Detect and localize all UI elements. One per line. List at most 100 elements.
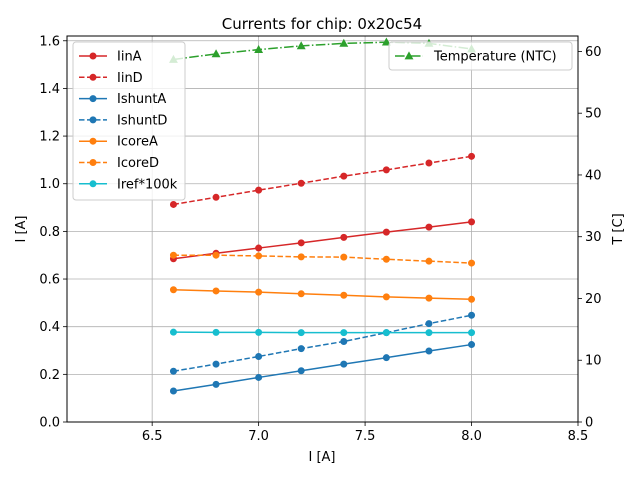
legend-item: IinD (79, 71, 143, 86)
data-point (169, 286, 177, 294)
legend-left-box (72, 41, 186, 201)
data-point (297, 367, 305, 375)
data-point (468, 295, 476, 303)
y-tick-label: 0.2 (39, 368, 60, 383)
series-line (173, 155, 472, 206)
x-tick-label: 7.5 (355, 429, 376, 444)
data-point (339, 38, 349, 47)
series-line (173, 254, 472, 264)
x-tick-label: 7.0 (248, 429, 269, 444)
data-point (425, 320, 433, 328)
y-tick-label: 0.4 (39, 320, 60, 335)
data-point (212, 287, 220, 295)
legend-label: IcoreA (117, 135, 158, 150)
data-point (169, 251, 177, 259)
series-line (173, 314, 472, 372)
data-point (425, 159, 433, 167)
y-axis-label: I [A] (14, 215, 29, 242)
series-iind (169, 152, 476, 208)
data-point (169, 387, 177, 395)
legend-item: IinA (79, 50, 142, 65)
legend-label: IcoreD (117, 156, 159, 171)
y-tick-label: 1.4 (39, 82, 60, 97)
data-point (468, 152, 476, 160)
legend-right: Temperature (NTC) (388, 41, 573, 71)
legend-item: IshuntA (79, 92, 166, 107)
y2-tick-label: 50 (585, 107, 602, 122)
legend-swatch-marker (89, 73, 97, 81)
data-point (255, 244, 263, 252)
legend-label: IshuntA (117, 92, 166, 107)
data-point (297, 290, 305, 298)
data-point (297, 345, 305, 353)
data-point (382, 354, 390, 362)
data-point (425, 294, 433, 302)
y2-tick-label: 60 (585, 45, 602, 60)
data-point (212, 251, 220, 259)
data-point (169, 328, 177, 336)
legend-right-box (388, 41, 573, 71)
legend-swatch-marker (404, 51, 414, 60)
legend-swatch-marker (89, 52, 97, 60)
y2-tick-label: 20 (585, 292, 602, 307)
data-point (468, 329, 476, 337)
data-point (255, 252, 263, 260)
y2-tick-label: 40 (585, 168, 602, 183)
data-point (212, 380, 220, 388)
legend-left: IinA IinD IshuntA IshuntD IcoreA IcoreD Iref*1… (72, 41, 186, 201)
y-tick-label: 1.0 (39, 177, 60, 192)
series-icored (169, 251, 476, 267)
data-point (297, 239, 305, 247)
x-axis-label: I [A] (308, 450, 335, 465)
series-ishunta (169, 341, 476, 395)
data-point (297, 253, 305, 261)
y2-tick-label: 10 (585, 354, 602, 369)
data-point (425, 257, 433, 265)
data-point (468, 259, 476, 267)
legend-swatch-marker (89, 180, 97, 188)
data-point (169, 200, 177, 208)
chart-title: Currents for chip: 0x20c54 (222, 15, 422, 33)
data-point (425, 347, 433, 355)
legend-label: Temperature (NTC) (433, 50, 557, 65)
data-point (212, 193, 220, 201)
y2-tick-label: 0 (585, 416, 593, 431)
data-point (381, 37, 391, 46)
x-axis-ticks: 6.5 7.0 7.5 8.0 8.5 (142, 422, 588, 444)
data-point (340, 172, 348, 180)
legend-swatch-marker (89, 95, 97, 103)
data-point (212, 328, 220, 336)
data-point (211, 49, 221, 58)
data-point (340, 233, 348, 241)
data-point (382, 166, 390, 174)
legend-label: IinA (117, 50, 142, 65)
data-point (296, 41, 306, 50)
y-tick-label: 1.2 (39, 130, 60, 145)
series-line (173, 289, 472, 301)
data-point (297, 329, 305, 337)
legend-item: Temperature (NTC) (395, 50, 557, 65)
series-line (173, 41, 472, 61)
data-point (340, 337, 348, 345)
y-tick-label: 1.6 (39, 34, 60, 49)
data-point (255, 328, 263, 336)
legend-swatch-marker (89, 137, 97, 145)
y-tick-label: 0.0 (39, 416, 60, 431)
legend-label: Iref*100k (117, 177, 178, 192)
data-point (169, 367, 177, 375)
data-point (340, 253, 348, 261)
data-point (212, 360, 220, 368)
data-point (382, 329, 390, 337)
data-point (255, 186, 263, 194)
y-axis-ticks: 0.0 0.2 0.4 0.6 0.8 1.0 1.2 1.4 1.6 (39, 34, 67, 431)
series-line (173, 221, 472, 260)
data-point (425, 329, 433, 337)
y-tick-label: 0.6 (39, 273, 60, 288)
data-point (425, 223, 433, 231)
series-layer (169, 37, 476, 395)
data-point (254, 44, 264, 53)
y-tick-label: 0.8 (39, 225, 60, 240)
legend-swatch-marker (89, 159, 97, 166)
legend-item: Iref*100k (79, 177, 178, 192)
